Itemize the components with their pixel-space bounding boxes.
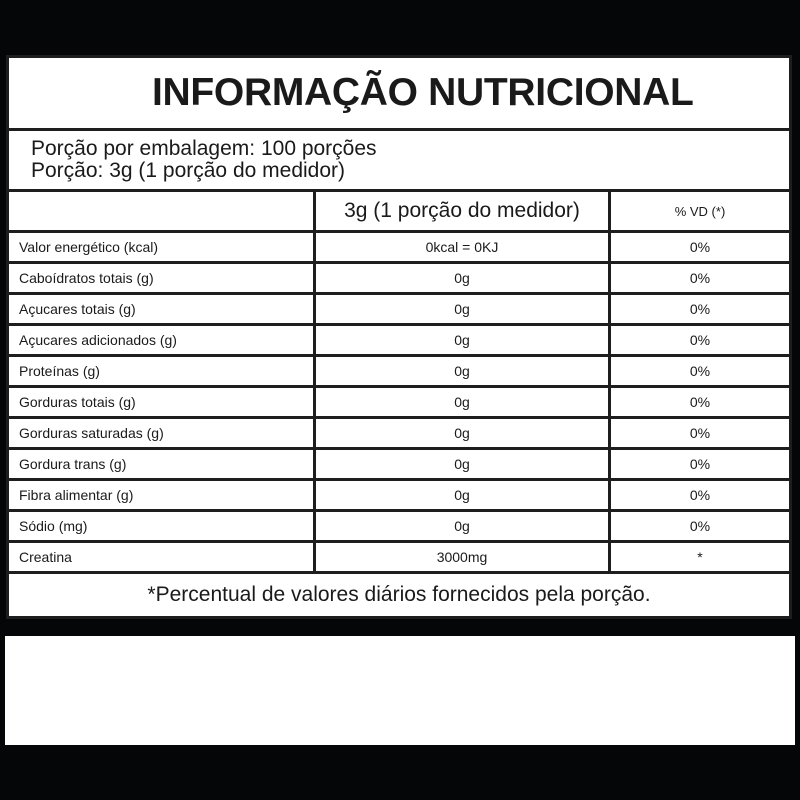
nutrient-amount: 0g [316,295,608,323]
nutrient-name: Valor energético (kcal) [9,233,313,261]
nutrient-amount: 3000mg [316,543,608,571]
nutrient-amount: 0g [316,357,608,385]
nutrient-vd: 0% [611,264,789,292]
nutrient-amount: 0g [316,264,608,292]
nutrient-name: Açucares adicionados (g) [9,326,313,354]
nutrient-amount: 0kcal = 0KJ [316,233,608,261]
nutrient-name: Fibra alimentar (g) [9,481,313,509]
nutrient-vd: 0% [611,481,789,509]
header-nutrient [9,192,313,230]
header-vd: % VD (*) [611,192,789,230]
nutrient-vd: * [611,543,789,571]
nutrient-amount: 0g [316,512,608,540]
nutrient-vd: 0% [611,512,789,540]
nutrient-amount: 0g [316,388,608,416]
nutrient-vd: 0% [611,450,789,478]
footnote: *Percentual de valores diários fornecido… [9,574,789,616]
nutrient-name: Creatina [9,543,313,571]
nutrient-vd: 0% [611,233,789,261]
nutrition-facts-table: INFORMAÇÃO NUTRICIONAL Porção por embala… [6,55,792,619]
nutrient-amount: 0g [316,450,608,478]
blank-panel [5,636,795,745]
nutrient-name: Gorduras saturadas (g) [9,419,313,447]
nutrient-name: Sódio (mg) [9,512,313,540]
servings-per-package: Porção por embalagem: 100 porções [31,137,377,160]
nutrient-amount: 0g [316,419,608,447]
nutrient-vd: 0% [611,295,789,323]
nutrient-vd: 0% [611,326,789,354]
nutrient-name: Gordura trans (g) [9,450,313,478]
nutrient-name: Proteínas (g) [9,357,313,385]
nutrient-name: Gorduras totais (g) [9,388,313,416]
nutrient-vd: 0% [611,419,789,447]
nutrient-vd: 0% [611,357,789,385]
nutrient-name: Caboídratos totais (g) [9,264,313,292]
table-title: INFORMAÇÃO NUTRICIONAL [9,58,789,128]
nutrient-name: Açucares totais (g) [9,295,313,323]
serving-size: Porção: 3g (1 porção do medidor) [31,159,346,182]
nutrient-amount: 0g [316,481,608,509]
header-amount: 3g (1 porção do medidor) [316,192,608,230]
nutrient-vd: 0% [611,388,789,416]
nutrient-amount: 0g [316,326,608,354]
serving-info: Porção por embalagem: 100 porções Porção… [9,131,789,189]
